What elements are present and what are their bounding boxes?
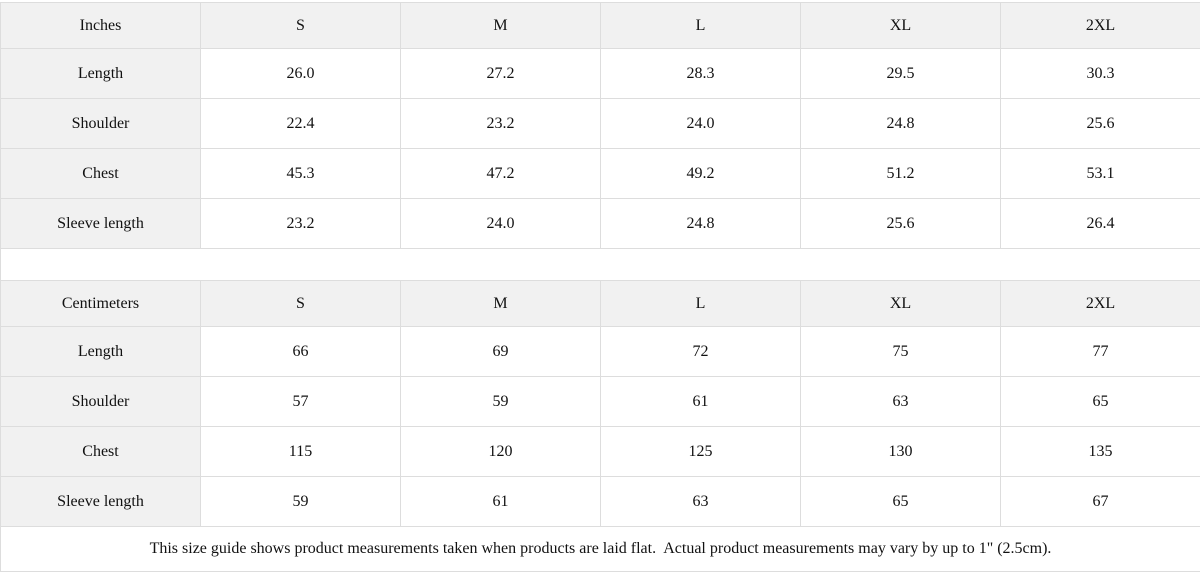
measurement-cell: 24.0 bbox=[400, 198, 601, 249]
measurement-cell: 49.2 bbox=[600, 148, 801, 199]
measurement-cell: 115 bbox=[200, 426, 401, 477]
measurement-cell: 53.1 bbox=[1000, 148, 1200, 199]
measurement-cell: 26.0 bbox=[200, 48, 401, 99]
measurement-cell: 61 bbox=[400, 476, 601, 527]
measurement-cell: 30.3 bbox=[1000, 48, 1200, 99]
row-label-chest: Chest bbox=[0, 148, 201, 199]
size-header-s: S bbox=[200, 2, 401, 49]
size-header-m: M bbox=[400, 280, 601, 327]
measurement-cell: 29.5 bbox=[800, 48, 1001, 99]
inches-header-row: Inches S M L XL 2XL bbox=[0, 2, 1200, 49]
footer-row: This size guide shows product measuremen… bbox=[0, 526, 1200, 572]
measurement-cell: 72 bbox=[600, 326, 801, 377]
measurement-cell: 23.2 bbox=[200, 198, 401, 249]
measurement-cell: 47.2 bbox=[400, 148, 601, 199]
row-label-length: Length bbox=[0, 48, 201, 99]
measurement-cell: 120 bbox=[400, 426, 601, 477]
unit-header-centimeters: Centimeters bbox=[0, 280, 201, 327]
measurement-cell: 27.2 bbox=[400, 48, 601, 99]
size-header-2xl: 2XL bbox=[1000, 2, 1200, 49]
table-row: Chest 115 120 125 130 135 bbox=[0, 426, 1200, 477]
spacer-cell bbox=[0, 248, 1200, 281]
size-header-m: M bbox=[400, 2, 601, 49]
measurement-cell: 22.4 bbox=[200, 98, 401, 149]
size-header-l: L bbox=[600, 280, 801, 327]
measurement-cell: 65 bbox=[1000, 376, 1200, 427]
measurement-cell: 24.0 bbox=[600, 98, 801, 149]
size-header-s: S bbox=[200, 280, 401, 327]
table-row: Shoulder 57 59 61 63 65 bbox=[0, 376, 1200, 427]
measurement-cell: 61 bbox=[600, 376, 801, 427]
row-label-length: Length bbox=[0, 326, 201, 377]
spacer-row bbox=[0, 248, 1200, 281]
table-row: Chest 45.3 47.2 49.2 51.2 53.1 bbox=[0, 148, 1200, 199]
size-header-xl: XL bbox=[800, 280, 1001, 327]
table-row: Sleeve length 59 61 63 65 67 bbox=[0, 476, 1200, 527]
row-label-shoulder: Shoulder bbox=[0, 98, 201, 149]
measurement-cell: 45.3 bbox=[200, 148, 401, 199]
measurement-cell: 51.2 bbox=[800, 148, 1001, 199]
measurement-cell: 75 bbox=[800, 326, 1001, 377]
measurement-cell: 63 bbox=[800, 376, 1001, 427]
measurement-cell: 77 bbox=[1000, 326, 1200, 377]
measurement-cell: 135 bbox=[1000, 426, 1200, 477]
table-row: Length 66 69 72 75 77 bbox=[0, 326, 1200, 377]
measurement-cell: 28.3 bbox=[600, 48, 801, 99]
centimeters-header-row: Centimeters S M L XL 2XL bbox=[0, 280, 1200, 327]
unit-header-inches: Inches bbox=[0, 2, 201, 49]
measurement-cell: 57 bbox=[200, 376, 401, 427]
measurement-cell: 66 bbox=[200, 326, 401, 377]
footer-note: This size guide shows product measuremen… bbox=[0, 526, 1200, 572]
table-row: Length 26.0 27.2 28.3 29.5 30.3 bbox=[0, 48, 1200, 99]
measurement-cell: 25.6 bbox=[1000, 98, 1200, 149]
row-label-sleeve-length: Sleeve length bbox=[0, 198, 201, 249]
measurement-cell: 130 bbox=[800, 426, 1001, 477]
measurement-cell: 69 bbox=[400, 326, 601, 377]
row-label-sleeve-length: Sleeve length bbox=[0, 476, 201, 527]
measurement-cell: 25.6 bbox=[800, 198, 1001, 249]
table-row: Sleeve length 23.2 24.0 24.8 25.6 26.4 bbox=[0, 198, 1200, 249]
measurement-cell: 63 bbox=[600, 476, 801, 527]
measurement-cell: 65 bbox=[800, 476, 1001, 527]
measurement-cell: 24.8 bbox=[600, 198, 801, 249]
measurement-cell: 125 bbox=[600, 426, 801, 477]
measurement-cell: 59 bbox=[400, 376, 601, 427]
measurement-cell: 26.4 bbox=[1000, 198, 1200, 249]
row-label-chest: Chest bbox=[0, 426, 201, 477]
row-label-shoulder: Shoulder bbox=[0, 376, 201, 427]
measurement-cell: 24.8 bbox=[800, 98, 1001, 149]
measurement-cell: 67 bbox=[1000, 476, 1200, 527]
size-header-l: L bbox=[600, 2, 801, 49]
measurement-cell: 23.2 bbox=[400, 98, 601, 149]
table-row: Shoulder 22.4 23.2 24.0 24.8 25.6 bbox=[0, 98, 1200, 149]
size-header-2xl: 2XL bbox=[1000, 280, 1200, 327]
size-header-xl: XL bbox=[800, 2, 1001, 49]
measurement-cell: 59 bbox=[200, 476, 401, 527]
